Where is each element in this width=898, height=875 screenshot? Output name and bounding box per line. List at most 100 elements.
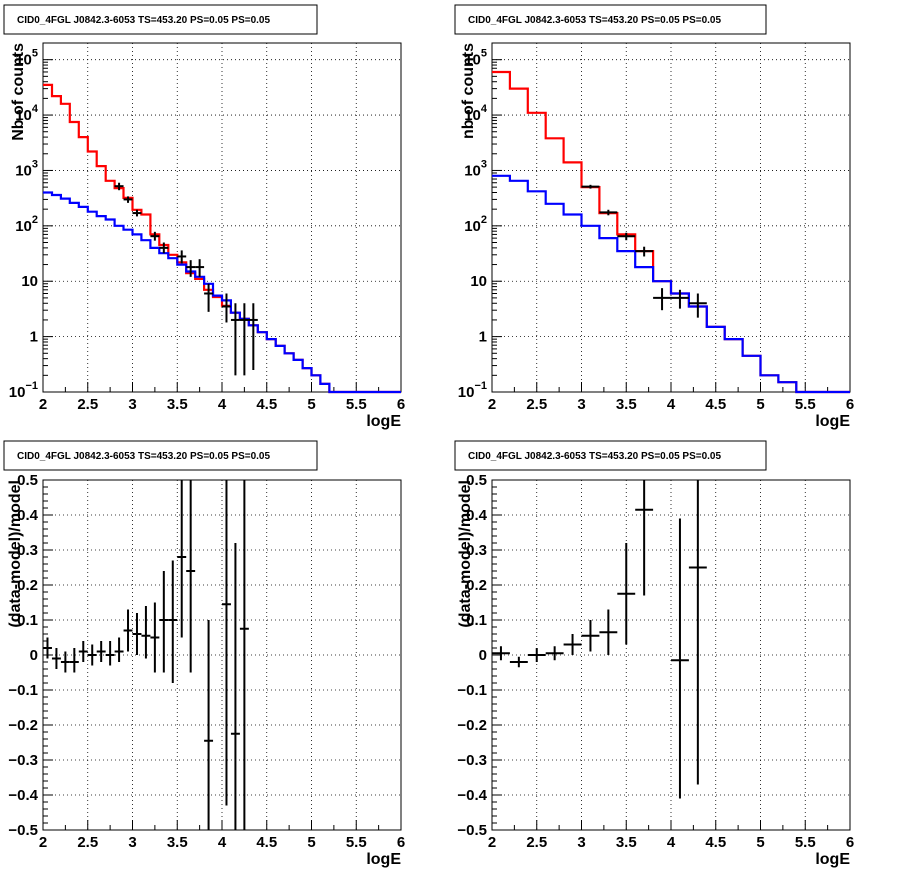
data-point bbox=[671, 518, 689, 799]
y-tick-mantissa: 10 bbox=[9, 384, 26, 401]
x-tick-label: 5 bbox=[307, 834, 315, 851]
x-tick-label: 6 bbox=[397, 834, 405, 851]
data-point bbox=[87, 644, 97, 666]
x-tick-label: 5 bbox=[756, 834, 764, 851]
data-point bbox=[177, 480, 187, 638]
data-point bbox=[599, 609, 618, 655]
data-point bbox=[69, 648, 79, 673]
y-tick-label: 104 bbox=[15, 103, 39, 124]
data-point bbox=[60, 651, 70, 673]
data-point bbox=[492, 646, 510, 661]
data-point bbox=[204, 620, 214, 830]
data-points bbox=[492, 480, 707, 799]
chart-panel-2: 2 2.5 3 3.5 4 4.5 5 5.5 6logE10−1110102103104105… bbox=[454, 4, 854, 430]
y-tick-label: 104 bbox=[464, 103, 488, 124]
x-tick-label: 2.5 bbox=[526, 834, 547, 851]
data-point bbox=[78, 641, 88, 662]
x-tick-label: 4 bbox=[667, 396, 676, 413]
data-point bbox=[186, 480, 196, 673]
x-tick-label: 3.5 bbox=[616, 396, 637, 413]
x-tick-label: 4.5 bbox=[256, 396, 277, 413]
data-point bbox=[96, 641, 106, 662]
y-tick-label: −0.4 bbox=[457, 787, 487, 804]
y-tick-label: −0.1 bbox=[457, 682, 487, 699]
data-point bbox=[222, 293, 231, 323]
data-point bbox=[239, 303, 249, 376]
x-axis: 2 2.5 3 3.5 4 4.5 5 5.5 6 bbox=[488, 43, 854, 413]
y-tick-label: 102 bbox=[15, 214, 38, 235]
data-point bbox=[527, 648, 546, 662]
data-point bbox=[132, 209, 142, 217]
data-point bbox=[105, 641, 115, 666]
y-tick-label: 0 bbox=[30, 647, 38, 664]
y-axis-title: Nb of counts bbox=[10, 43, 27, 141]
x-axis: 2 2.5 3 3.5 4 4.5 5 5.5 6 bbox=[39, 480, 405, 851]
x-tick-label: 5.5 bbox=[346, 834, 367, 851]
x-tick-label: 2.5 bbox=[526, 396, 547, 413]
y-axis-title: nb of counts bbox=[460, 43, 477, 139]
x-tick-label: 3 bbox=[128, 396, 136, 413]
title-box-frame bbox=[3, 4, 318, 35]
data-point bbox=[635, 246, 654, 257]
chart-panel-4: 2 2.5 3 3.5 4 4.5 5 5.5 6logE−0.5−0.4−0.3−0.2−0.… bbox=[454, 440, 854, 868]
y-tick-label: 0.4 bbox=[466, 507, 488, 524]
x-tick-label: 6 bbox=[846, 834, 854, 851]
chart-title-box: CID0_4FGL J0842.3-6053 TS=453.20 PS=0.05… bbox=[3, 440, 318, 471]
y-tick-exponent: −1 bbox=[474, 380, 487, 392]
y-tick-mantissa: 10 bbox=[15, 107, 32, 124]
y-tick-label: 10−1 bbox=[9, 380, 38, 401]
y-axis-title: (data-model)/model bbox=[457, 480, 474, 628]
data-points bbox=[43, 480, 249, 830]
title-box-frame bbox=[454, 440, 767, 471]
data-point bbox=[159, 571, 169, 673]
x-tick-label: 2 bbox=[488, 834, 496, 851]
y-tick-label: −0.5 bbox=[8, 822, 38, 839]
x-axis-title: logE bbox=[366, 413, 401, 430]
y-tick-label: 10 bbox=[21, 273, 38, 290]
y-tick-label: 0.1 bbox=[17, 612, 38, 629]
data-point bbox=[195, 259, 205, 277]
x-tick-label: 4.5 bbox=[256, 834, 277, 851]
x-tick-label: 3 bbox=[577, 834, 585, 851]
data-point bbox=[222, 480, 231, 806]
y-tick-mantissa: 10 bbox=[464, 107, 481, 124]
x-tick-label: 3 bbox=[577, 396, 585, 413]
y-tick-mantissa: 10 bbox=[464, 162, 481, 179]
y-tick-label: 102 bbox=[464, 214, 487, 235]
x-tick-label: 2.5 bbox=[77, 834, 98, 851]
y-axis-title: (data-model)/model bbox=[7, 480, 24, 628]
y-tick-exponent: −1 bbox=[25, 380, 38, 392]
x-tick-label: 2 bbox=[39, 396, 47, 413]
data-point bbox=[114, 182, 124, 191]
data-point bbox=[248, 303, 258, 370]
y-tick-mantissa: 10 bbox=[15, 218, 32, 235]
x-tick-label: 6 bbox=[846, 396, 854, 413]
data-point bbox=[653, 288, 671, 311]
x-tick-label: 5.5 bbox=[795, 834, 816, 851]
x-tick-label: 2 bbox=[488, 396, 496, 413]
model-series-blue bbox=[43, 191, 401, 394]
data-points bbox=[581, 184, 707, 318]
x-axis-title: logE bbox=[815, 851, 850, 868]
data-point bbox=[141, 606, 151, 659]
y-tick-label: 0.3 bbox=[466, 542, 487, 559]
y-tick-label: −0.5 bbox=[457, 822, 487, 839]
y-tick-label: 0 bbox=[479, 647, 487, 664]
x-tick-label: 5 bbox=[756, 396, 764, 413]
y-tick-exponent: 5 bbox=[32, 48, 38, 60]
x-tick-label: 3 bbox=[128, 834, 136, 851]
x-tick-label: 4 bbox=[667, 834, 676, 851]
x-axis: 2 2.5 3 3.5 4 4.5 5 5.5 6 bbox=[488, 480, 854, 851]
data-points bbox=[114, 182, 258, 376]
chart-title-box: CID0_4FGL J0842.3-6053 TS=453.20 PS=0.05… bbox=[3, 4, 318, 35]
y-tick-label: −0.4 bbox=[8, 787, 38, 804]
x-tick-label: 4.5 bbox=[705, 834, 726, 851]
y-tick-label: 0.1 bbox=[466, 612, 487, 629]
y-tick-label: −0.3 bbox=[457, 752, 487, 769]
y-tick-label: 10 bbox=[470, 273, 487, 290]
x-tick-label: 5.5 bbox=[795, 396, 816, 413]
data-point bbox=[563, 634, 582, 655]
